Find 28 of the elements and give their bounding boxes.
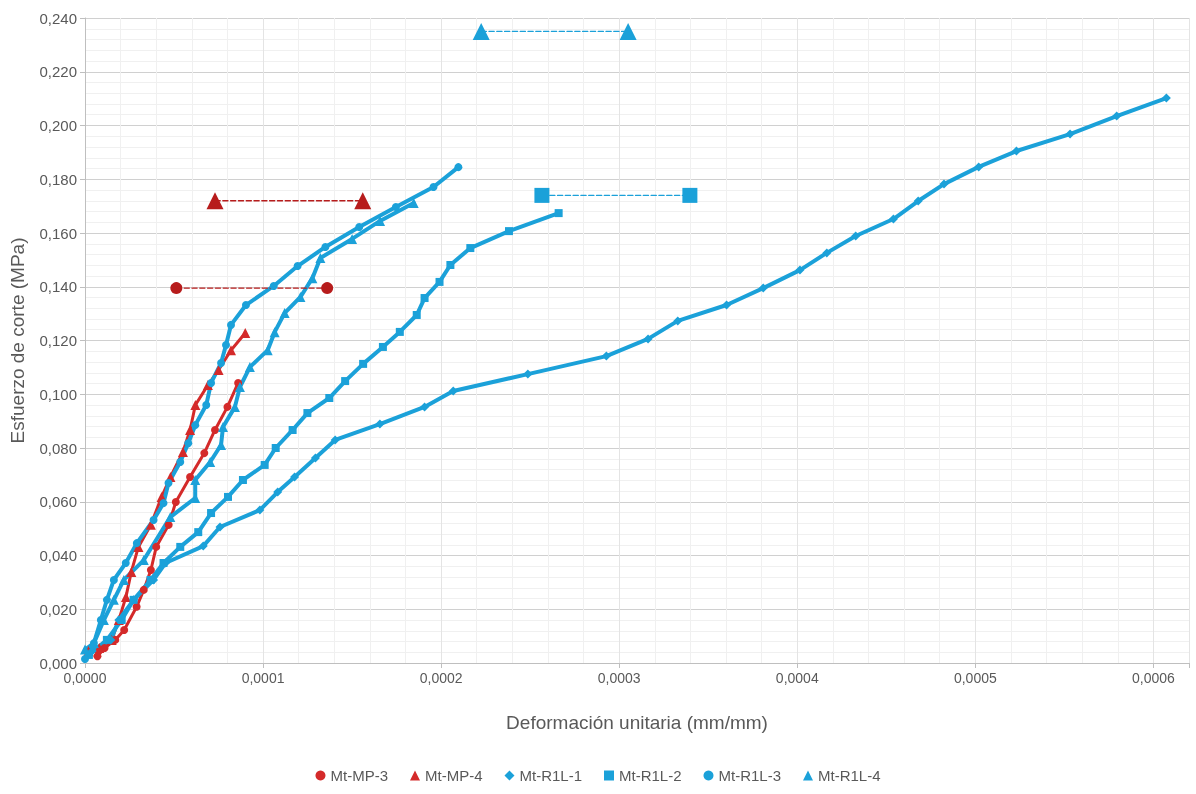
y-axis-title: Esfuerzo de corte (MPa) (7, 237, 28, 444)
legend-label: Mt-R1L-3 (718, 767, 782, 784)
legend-label: Mt-MP-3 (330, 767, 388, 784)
legend-label: Mt-R1L-1 (519, 767, 582, 784)
y-tick-label: 0,180 (39, 170, 77, 188)
x-tick-label: 0,0001 (241, 670, 285, 686)
x-tick-label: 0,0006 (1131, 670, 1176, 686)
y-tick-label: 0,080 (39, 439, 77, 457)
y-tick-label: 0,240 (39, 9, 77, 27)
x-tick-label: 0,0003 (597, 670, 641, 686)
legend-label: Mt-MP-4 (424, 767, 483, 784)
x-tick-label: 0,0000 (63, 670, 107, 686)
x-tick-label: 0,0004 (775, 670, 819, 686)
y-tick-label: 0,120 (39, 332, 77, 349)
y-tick-label: 0,160 (39, 224, 77, 242)
y-tick-label: 0,020 (39, 600, 77, 618)
x-tick-label: 0,0005 (953, 670, 997, 686)
y-tick-label: 0,000 (39, 654, 77, 672)
y-tick-label: 0,140 (39, 278, 77, 296)
y-tick-label: 0,100 (39, 385, 77, 403)
y-tick-label: 0,200 (39, 117, 77, 134)
y-tick-label: 0,220 (39, 63, 77, 81)
legend-label: Mt-R1L-2 (618, 767, 682, 784)
y-tick-label: 0,040 (39, 547, 77, 564)
y-tick-label: 0,060 (39, 493, 77, 511)
x-tick-label: 0,0002 (419, 670, 463, 686)
x-axis-title: Deformación unitaria (mm/mm) (506, 712, 768, 733)
legend-label: Mt-R1L-4 (818, 767, 881, 784)
